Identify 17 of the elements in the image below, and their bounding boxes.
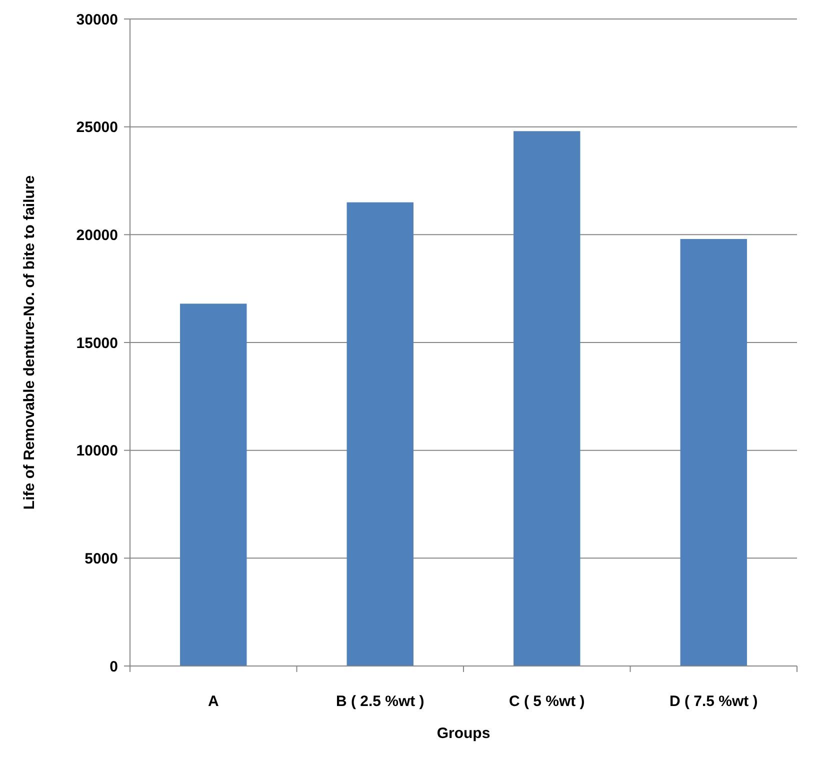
y-tick-label: 20000 [76,226,118,244]
bar [180,304,247,666]
x-axis-title: Groups [436,725,490,742]
y-tick-label: 0 [110,658,118,676]
y-tick-label: 25000 [76,119,118,136]
y-tick-label: 15000 [76,334,118,352]
x-tick-label: A [208,693,219,710]
y-tick-label: 30000 [76,11,118,28]
x-tick-label: D ( 7.5 %wt ) [669,693,758,710]
y-axis-title: Life of Removable denture-No. of bite to failure [21,175,38,510]
x-tick-label: C ( 5 %wt ) [508,693,585,710]
x-tick-label: B ( 2.5 %wt ) [336,693,424,710]
y-tick-label: 10000 [76,442,118,460]
bar [514,131,580,666]
bar [346,202,414,666]
y-tick-label: 5000 [84,550,118,568]
bar [680,238,747,666]
